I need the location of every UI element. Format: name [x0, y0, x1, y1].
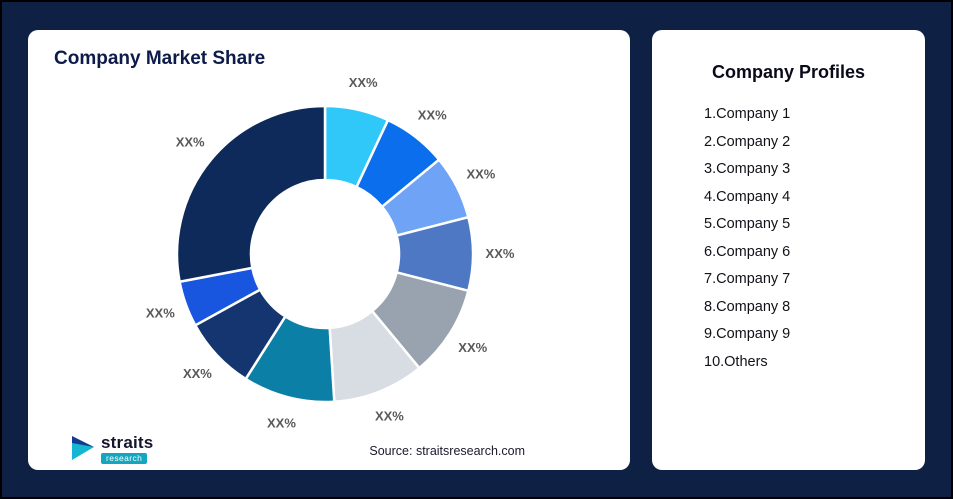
profile-list-item: 10.Others: [704, 353, 768, 370]
segment-label-10: XX%: [176, 134, 205, 149]
profile-list-item: 6.Company 6: [704, 243, 791, 260]
profile-list-item: 8.Company 8: [704, 298, 791, 315]
segment-label-1: XX%: [349, 75, 378, 90]
segment-label-4: XX%: [486, 246, 515, 261]
profiles-title: Company Profiles: [711, 62, 866, 82]
donut-segment-10: [175, 104, 327, 283]
logo-sub-text: research: [101, 452, 148, 464]
segment-label-5: XX%: [458, 340, 487, 355]
segment-label-2: XX%: [418, 108, 447, 123]
profile-list-item: 7.Company 7: [704, 271, 791, 287]
segment-label-6: XX%: [375, 409, 404, 424]
straits-research-logo: straits research: [70, 432, 154, 464]
logo-arrow-icon: [72, 435, 94, 460]
donut-chart: XX% XX% XX% XX% XX% XX% XX% XX% XX% XX%: [146, 75, 515, 431]
segment-label-3: XX%: [466, 167, 495, 182]
profile-list-item: 2.Company 2: [704, 133, 791, 150]
profile-list-item: 3.Company 3: [704, 161, 791, 177]
source-note: Source: straitsresearch.com: [369, 444, 525, 458]
segment-label-9: XX%: [146, 305, 175, 320]
profile-list-item: 4.Company 4: [704, 188, 791, 205]
market-share-card: Company Market Share XX% XX% XX% XX% XX% XX% X…: [28, 30, 630, 470]
profile-list-item: 9.Company 9: [704, 326, 791, 342]
segment-label-7: XX%: [267, 416, 296, 431]
segment-label-8: XX%: [183, 366, 212, 381]
profiles-list: 1.Company 1 2.Company 2 3.Company 3 4.Compa…: [652, 101, 925, 376]
profile-list-item: 1.Company 1: [704, 106, 791, 122]
logo-name-text: straits: [101, 432, 154, 452]
company-profiles-card: Company Profiles 1.Company 1 2.Company 2 3…: [652, 30, 925, 470]
profile-list-item: 5.Company 5: [704, 216, 791, 232]
chart-title: Company Market Share: [54, 48, 266, 69]
